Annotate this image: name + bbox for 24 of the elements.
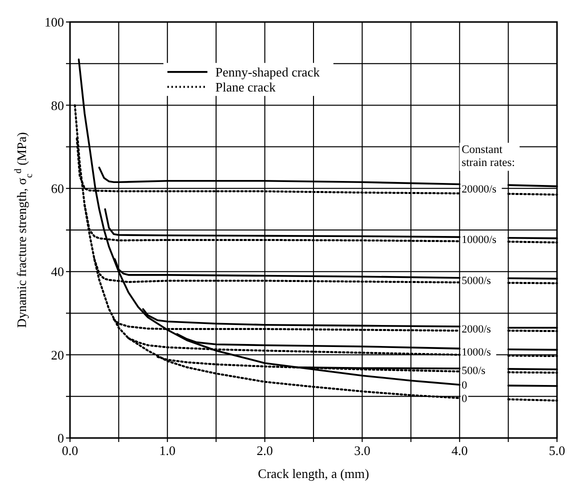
x-axis-title: Crack length, a (mm)	[258, 466, 370, 481]
x-tick-label: 0.0	[62, 443, 78, 458]
y-tick-label: 80	[51, 98, 64, 113]
y-tick-label: 40	[51, 264, 64, 280]
annotation: 2000/s	[462, 323, 491, 336]
annotation: 0	[462, 392, 468, 405]
x-tick-label: 3.0	[354, 443, 370, 458]
annotation: 5000/s	[462, 274, 491, 287]
y-tick-label: 100	[44, 14, 64, 30]
annotation: Constant strain rates:	[462, 144, 515, 170]
x-tick-label: 4.0	[451, 443, 468, 458]
annotation: 1000/s	[462, 346, 491, 359]
legend-label: Penny-shaped crack	[215, 64, 320, 80]
annotation: 500/s	[462, 364, 486, 377]
annotation: 0	[462, 380, 468, 392]
x-tick-label: 2.0	[256, 443, 273, 458]
y-tick-label: 60	[51, 180, 64, 196]
y-tick-label: 0	[58, 430, 64, 446]
annotation: 10000/s	[462, 234, 496, 246]
legend-label: Plane crack	[215, 79, 276, 94]
x-tick-label: 5.0	[548, 443, 566, 458]
y-tick-label: 20	[51, 347, 64, 362]
x-tick-label: 1.0	[159, 443, 176, 458]
annotation: 20000/s	[462, 184, 496, 196]
